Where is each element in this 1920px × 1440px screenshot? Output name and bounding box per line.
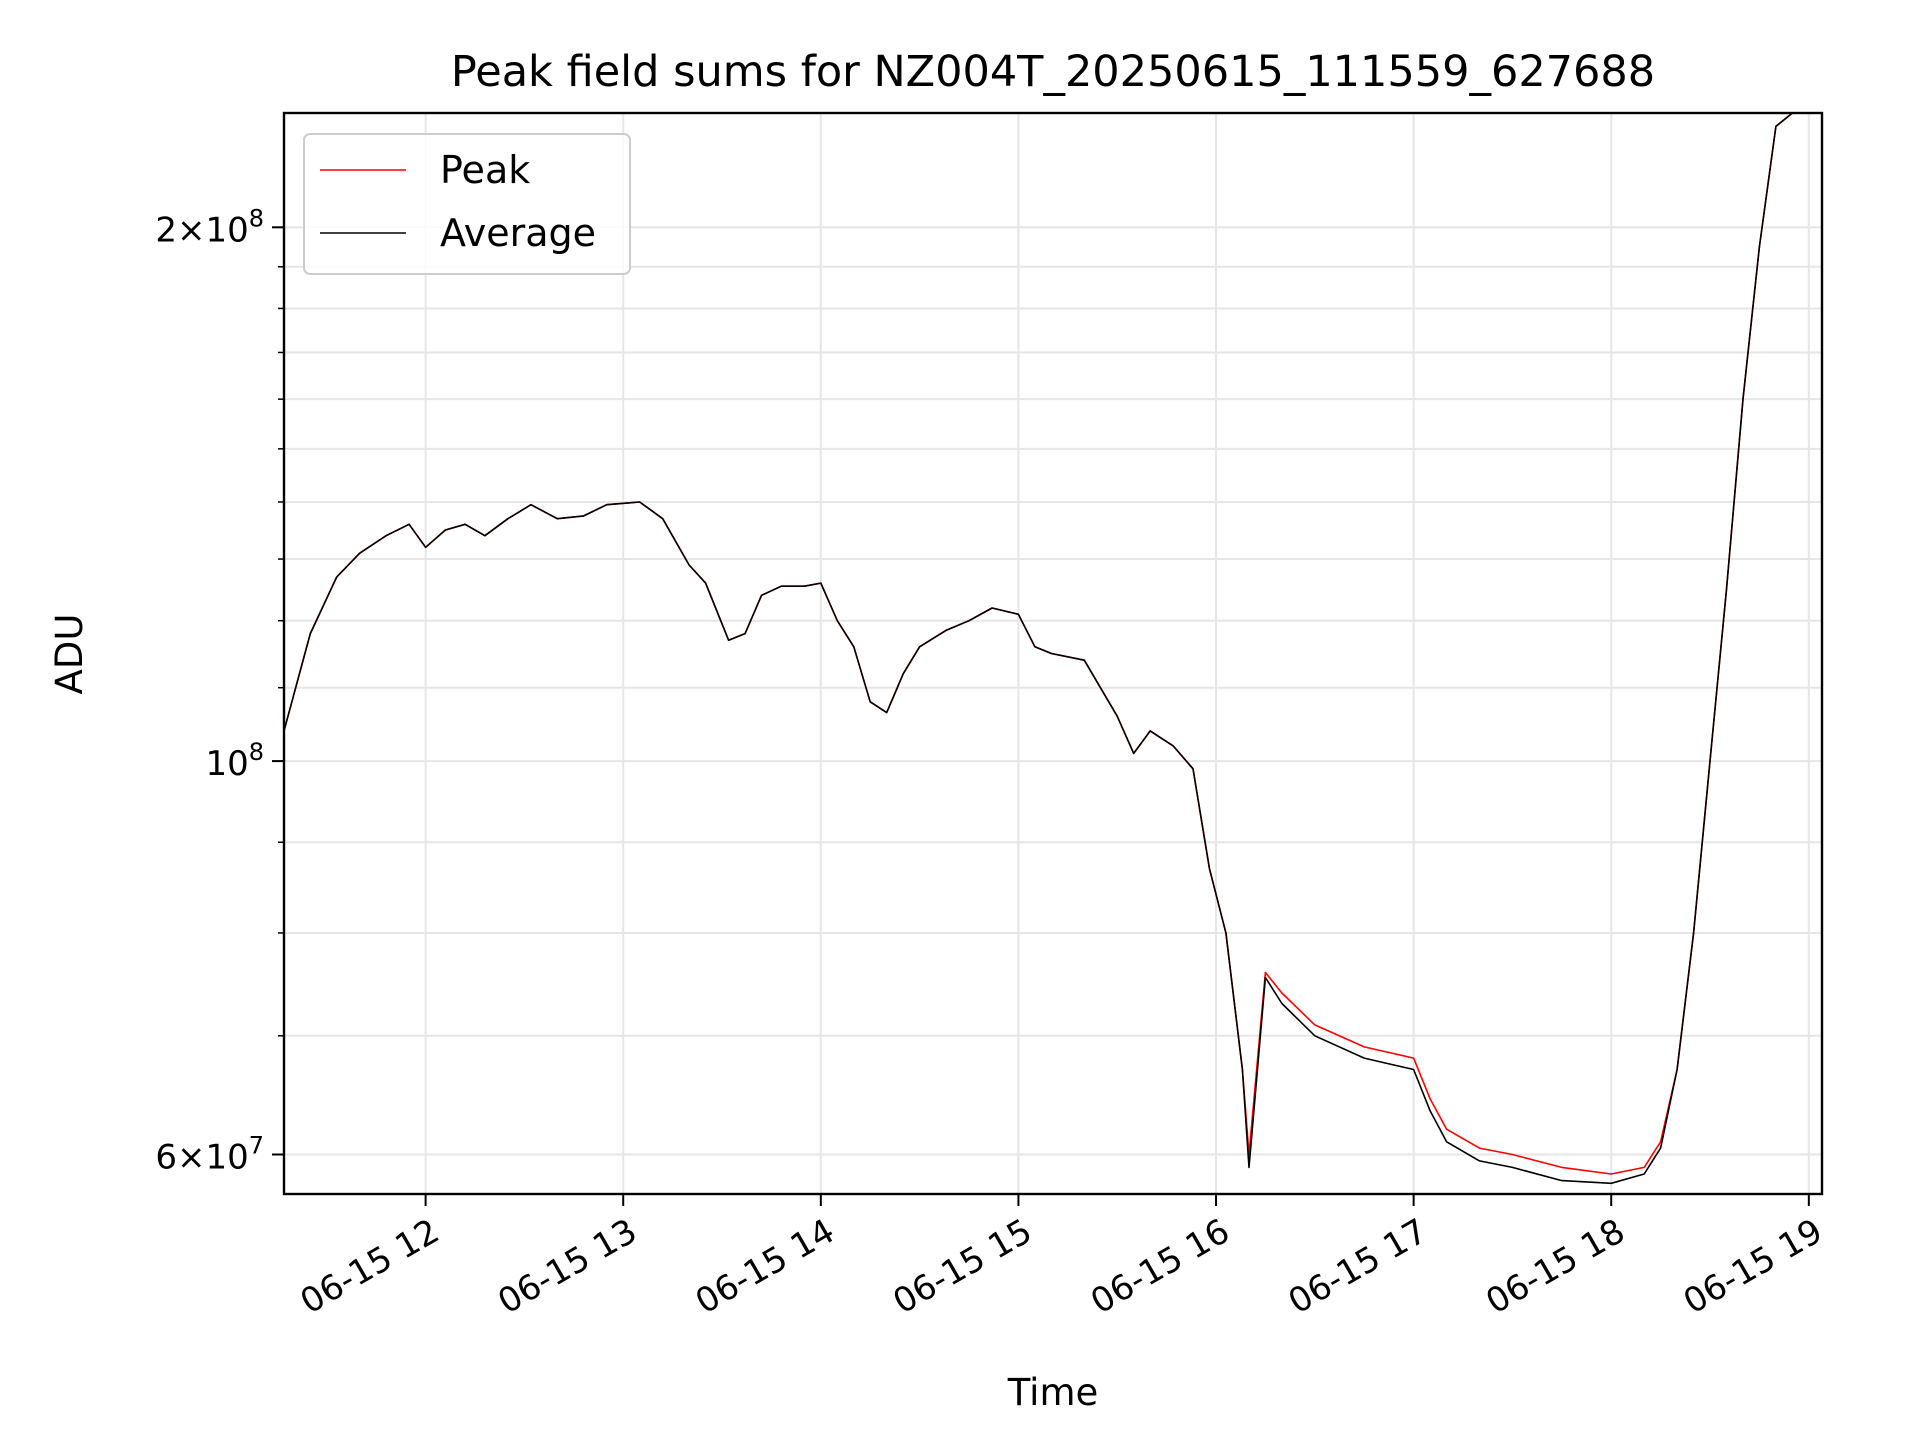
series-line-average — [284, 113, 1793, 1185]
legend: Peak Average — [303, 133, 631, 275]
grid — [284, 113, 1822, 1194]
y-tick-label: 108 — [205, 738, 264, 784]
legend-label-peak: Peak — [440, 148, 530, 192]
y-tick-label: 2×108 — [155, 204, 264, 250]
y-axis-label: ADU — [48, 614, 91, 695]
series-layer — [284, 113, 1793, 1185]
legend-box — [303, 133, 631, 275]
y-tick-label: 6×107 — [155, 1131, 264, 1177]
plot-frame — [282, 111, 1824, 1196]
x-axis-label: Time — [1007, 1371, 1099, 1414]
chart-title: Peak field sums for NZ004T_20250615_1115… — [451, 47, 1655, 97]
y-axis-ticks: 6×107 108 2×108 — [155, 204, 284, 1177]
legend-label-average: Average — [440, 211, 596, 255]
